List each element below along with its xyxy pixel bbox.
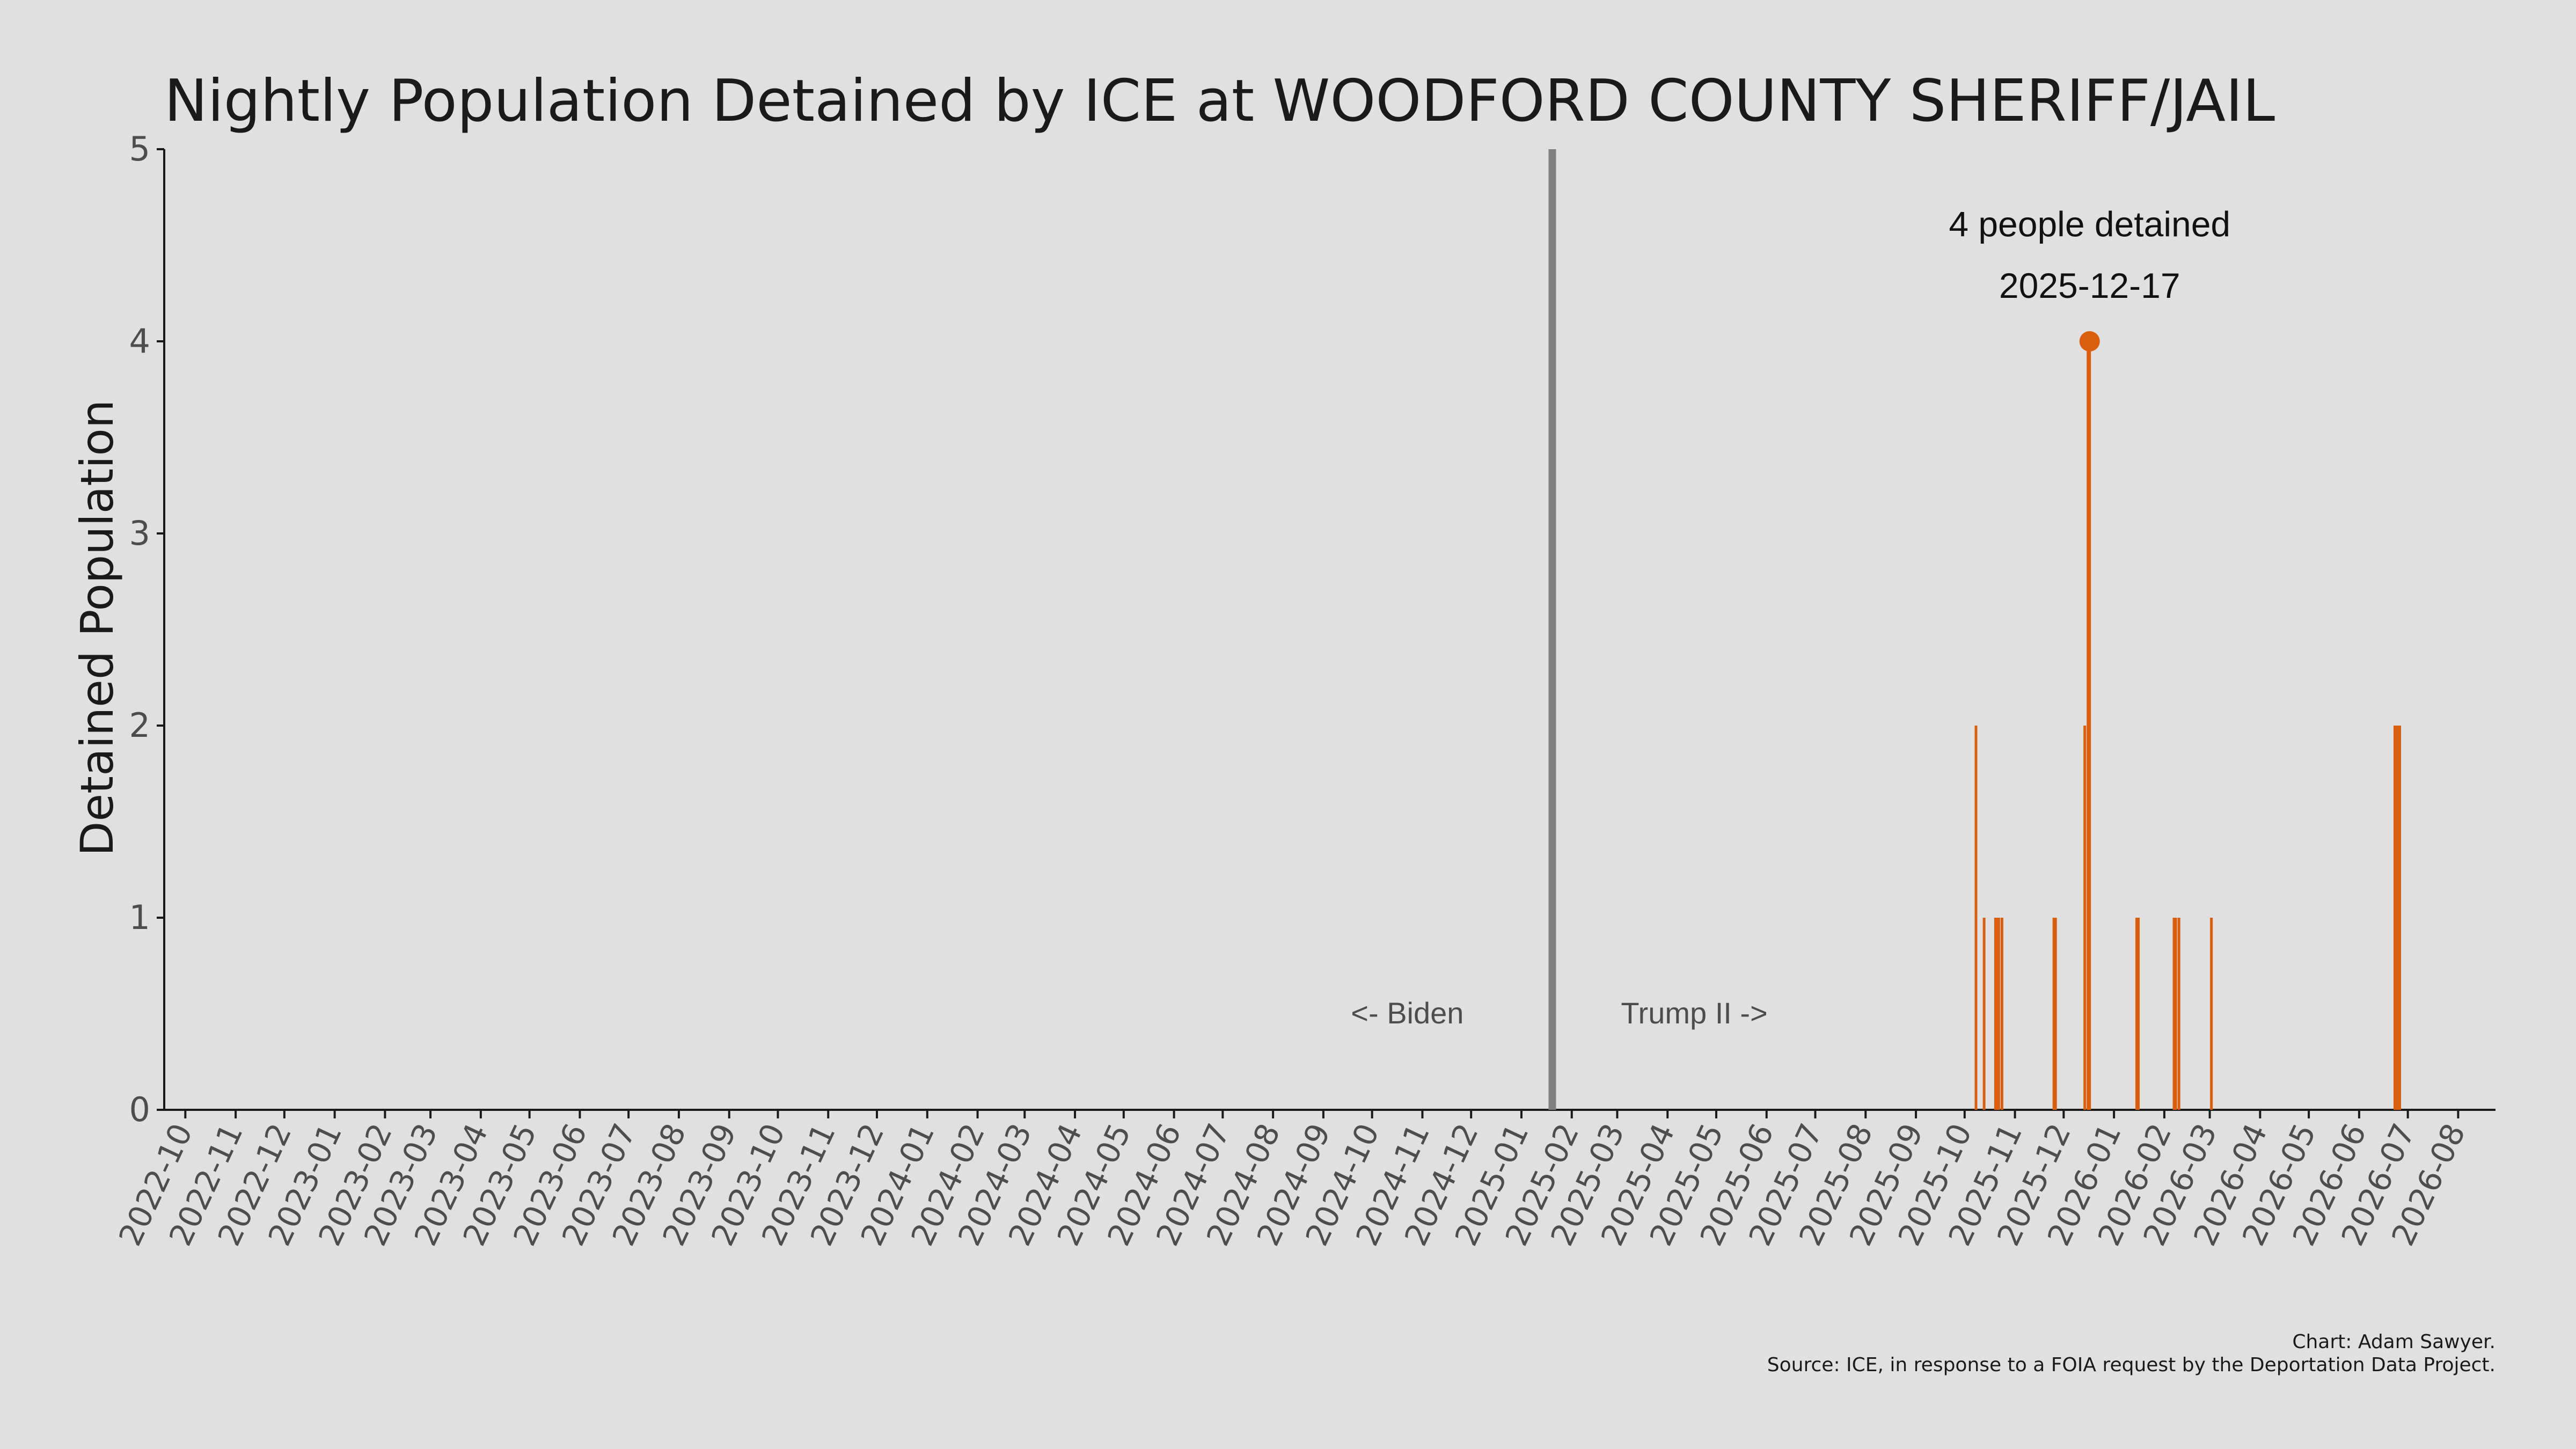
bar (2177, 918, 2180, 1110)
y-axis-label: Detained Population (71, 400, 123, 856)
era-label-biden: <- Biden (1351, 996, 1463, 1030)
bar (2174, 918, 2177, 1110)
y-tick-label: 2 (129, 706, 150, 745)
bar (2396, 726, 2399, 1110)
bar (2087, 341, 2090, 1110)
era-label-trump: Trump II -> (1621, 996, 1767, 1030)
y-tick-label: 4 (129, 321, 150, 361)
peak-marker (2079, 331, 2100, 352)
bar (2135, 918, 2138, 1110)
bar (2172, 918, 2176, 1110)
bar (2083, 726, 2087, 1110)
bar (1997, 918, 2000, 1110)
bar (2054, 918, 2057, 1110)
y-axis: 0 1 2 3 4 5 (129, 129, 165, 1129)
bar (1974, 726, 1978, 1110)
bar (2398, 726, 2402, 1110)
chart-source: Source: ICE, in response to a FOIA reque… (1767, 1354, 2496, 1376)
chart-title: Nightly Population Detained by ICE at WO… (164, 68, 2275, 135)
bar (1995, 918, 1999, 1110)
bar-series (1974, 341, 2402, 1110)
bar (1982, 918, 1986, 1110)
y-tick-label: 5 (129, 129, 150, 169)
bar (2393, 726, 2396, 1110)
bar (2000, 918, 2003, 1110)
bar (2136, 918, 2140, 1110)
y-tick-label: 3 (129, 514, 150, 553)
bar (2395, 726, 2398, 1110)
x-axis: 2022-102022-112022-122023-012023-022023-… (112, 1109, 2496, 1252)
y-tick-label: 1 (129, 898, 150, 937)
y-tick-label: 0 (129, 1090, 150, 1129)
bar (2052, 918, 2055, 1110)
peak-annotation-date: 2025-12-17 (1999, 266, 2180, 305)
chart-credit: Chart: Adam Sawyer. (2292, 1331, 2496, 1353)
peak-annotation-count: 4 people detained (1949, 204, 2230, 244)
bar (2088, 341, 2091, 1110)
bar (2210, 918, 2213, 1110)
bar (1994, 918, 1997, 1110)
